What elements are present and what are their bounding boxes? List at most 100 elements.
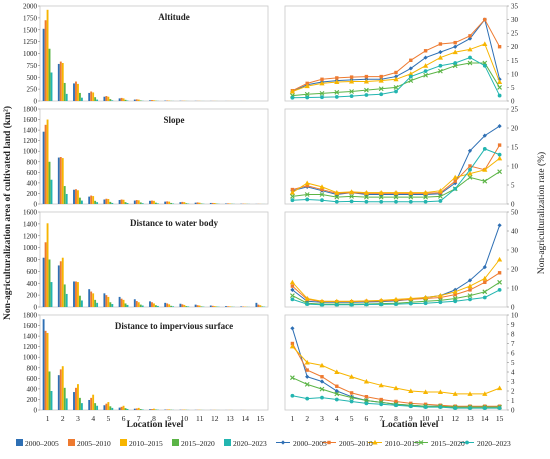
bar-y-tick-label: 200 [27, 396, 38, 404]
bar [126, 408, 129, 410]
data-point [497, 45, 502, 49]
data-point [335, 76, 339, 80]
data-point [393, 74, 399, 79]
data-point [349, 302, 354, 307]
data-point [452, 391, 458, 396]
line-x-tick-label: 4 [335, 414, 339, 423]
data-point [437, 389, 443, 394]
data-point [394, 70, 398, 75]
bar [88, 399, 91, 410]
data-point [319, 91, 325, 96]
data-point [423, 63, 429, 68]
bar [109, 201, 112, 204]
data-point [320, 187, 324, 192]
bar [78, 295, 81, 307]
bar [48, 259, 51, 307]
bar-y-tick-label: 600 [27, 169, 38, 177]
data-point [334, 397, 339, 402]
bar [59, 369, 62, 410]
data-point [438, 194, 443, 199]
bar [44, 124, 47, 204]
data-point [393, 385, 399, 391]
bar [196, 202, 199, 204]
data-point [423, 389, 429, 394]
bar [42, 28, 45, 101]
data-point [497, 77, 502, 82]
line-x-tick-label: 1 [291, 414, 295, 423]
bar [124, 202, 127, 204]
line-x-tick-label: 8 [394, 414, 398, 423]
bar [50, 282, 53, 307]
bar-x-tick-label: 11 [196, 414, 203, 423]
bar [196, 305, 199, 307]
data-point [334, 194, 340, 200]
series-group [290, 147, 502, 204]
data-point [437, 54, 443, 60]
bar [103, 293, 106, 307]
bar-y-tick-label: 500 [27, 74, 38, 82]
left-x-axis-label: Location level [127, 420, 184, 430]
legend-line-entry [414, 440, 428, 445]
bar [57, 63, 60, 101]
data-point [497, 169, 502, 175]
data-point [497, 143, 502, 147]
line-y-tick-label: 10 [511, 312, 519, 320]
series-group [290, 223, 502, 305]
bar [153, 303, 155, 307]
bar [261, 306, 264, 307]
line-y-tick-label: 10 [511, 163, 519, 171]
bar [229, 306, 231, 307]
data-point [409, 58, 413, 62]
data-point [304, 381, 310, 387]
data-point [304, 83, 310, 89]
bar [166, 303, 169, 307]
data-point [467, 391, 473, 396]
line-y-tick-label: 1 [511, 397, 515, 405]
data-point [497, 85, 502, 90]
data-point [482, 167, 488, 172]
legend-bar-label: 2020–2023 [233, 439, 267, 448]
data-point [364, 194, 369, 200]
data-point [290, 95, 295, 100]
bar [77, 282, 79, 307]
line-panel-frame [284, 108, 508, 205]
bar [42, 131, 45, 204]
data-point [497, 271, 502, 275]
bar [75, 81, 77, 101]
bar-y-tick-label: 1750 [23, 14, 38, 22]
bar [75, 281, 77, 307]
bar-x-tick-label: 6 [122, 414, 126, 423]
left-y-axis-label: Non-agriculturalization area of cultivat… [2, 106, 13, 320]
data-point [467, 60, 473, 66]
data-point [453, 186, 458, 191]
data-point [467, 46, 473, 52]
bar [57, 265, 60, 307]
bar [111, 407, 114, 410]
data-point [438, 300, 443, 305]
data-point [393, 85, 399, 90]
bar [179, 202, 182, 204]
data-point [497, 152, 502, 157]
line-y-tick-label: 30 [511, 247, 519, 255]
line-y-tick-label: 6 [511, 350, 515, 358]
data-point [423, 55, 428, 60]
bar [48, 161, 51, 204]
bar [149, 100, 151, 101]
bar [111, 304, 114, 307]
legend-bar-swatch [172, 439, 179, 446]
data-point [349, 194, 354, 199]
bar [151, 302, 153, 307]
data-point [304, 91, 310, 97]
data-point [423, 72, 428, 78]
bar [80, 300, 83, 307]
data-point [482, 60, 488, 66]
data-point [305, 81, 309, 86]
bar-x-tick-label: 10 [181, 414, 189, 423]
data-point [364, 398, 369, 403]
data-point [482, 289, 488, 295]
data-point [319, 379, 325, 384]
data-point [482, 133, 487, 138]
bar [151, 100, 153, 101]
series-group [290, 288, 502, 307]
bar [73, 281, 75, 307]
